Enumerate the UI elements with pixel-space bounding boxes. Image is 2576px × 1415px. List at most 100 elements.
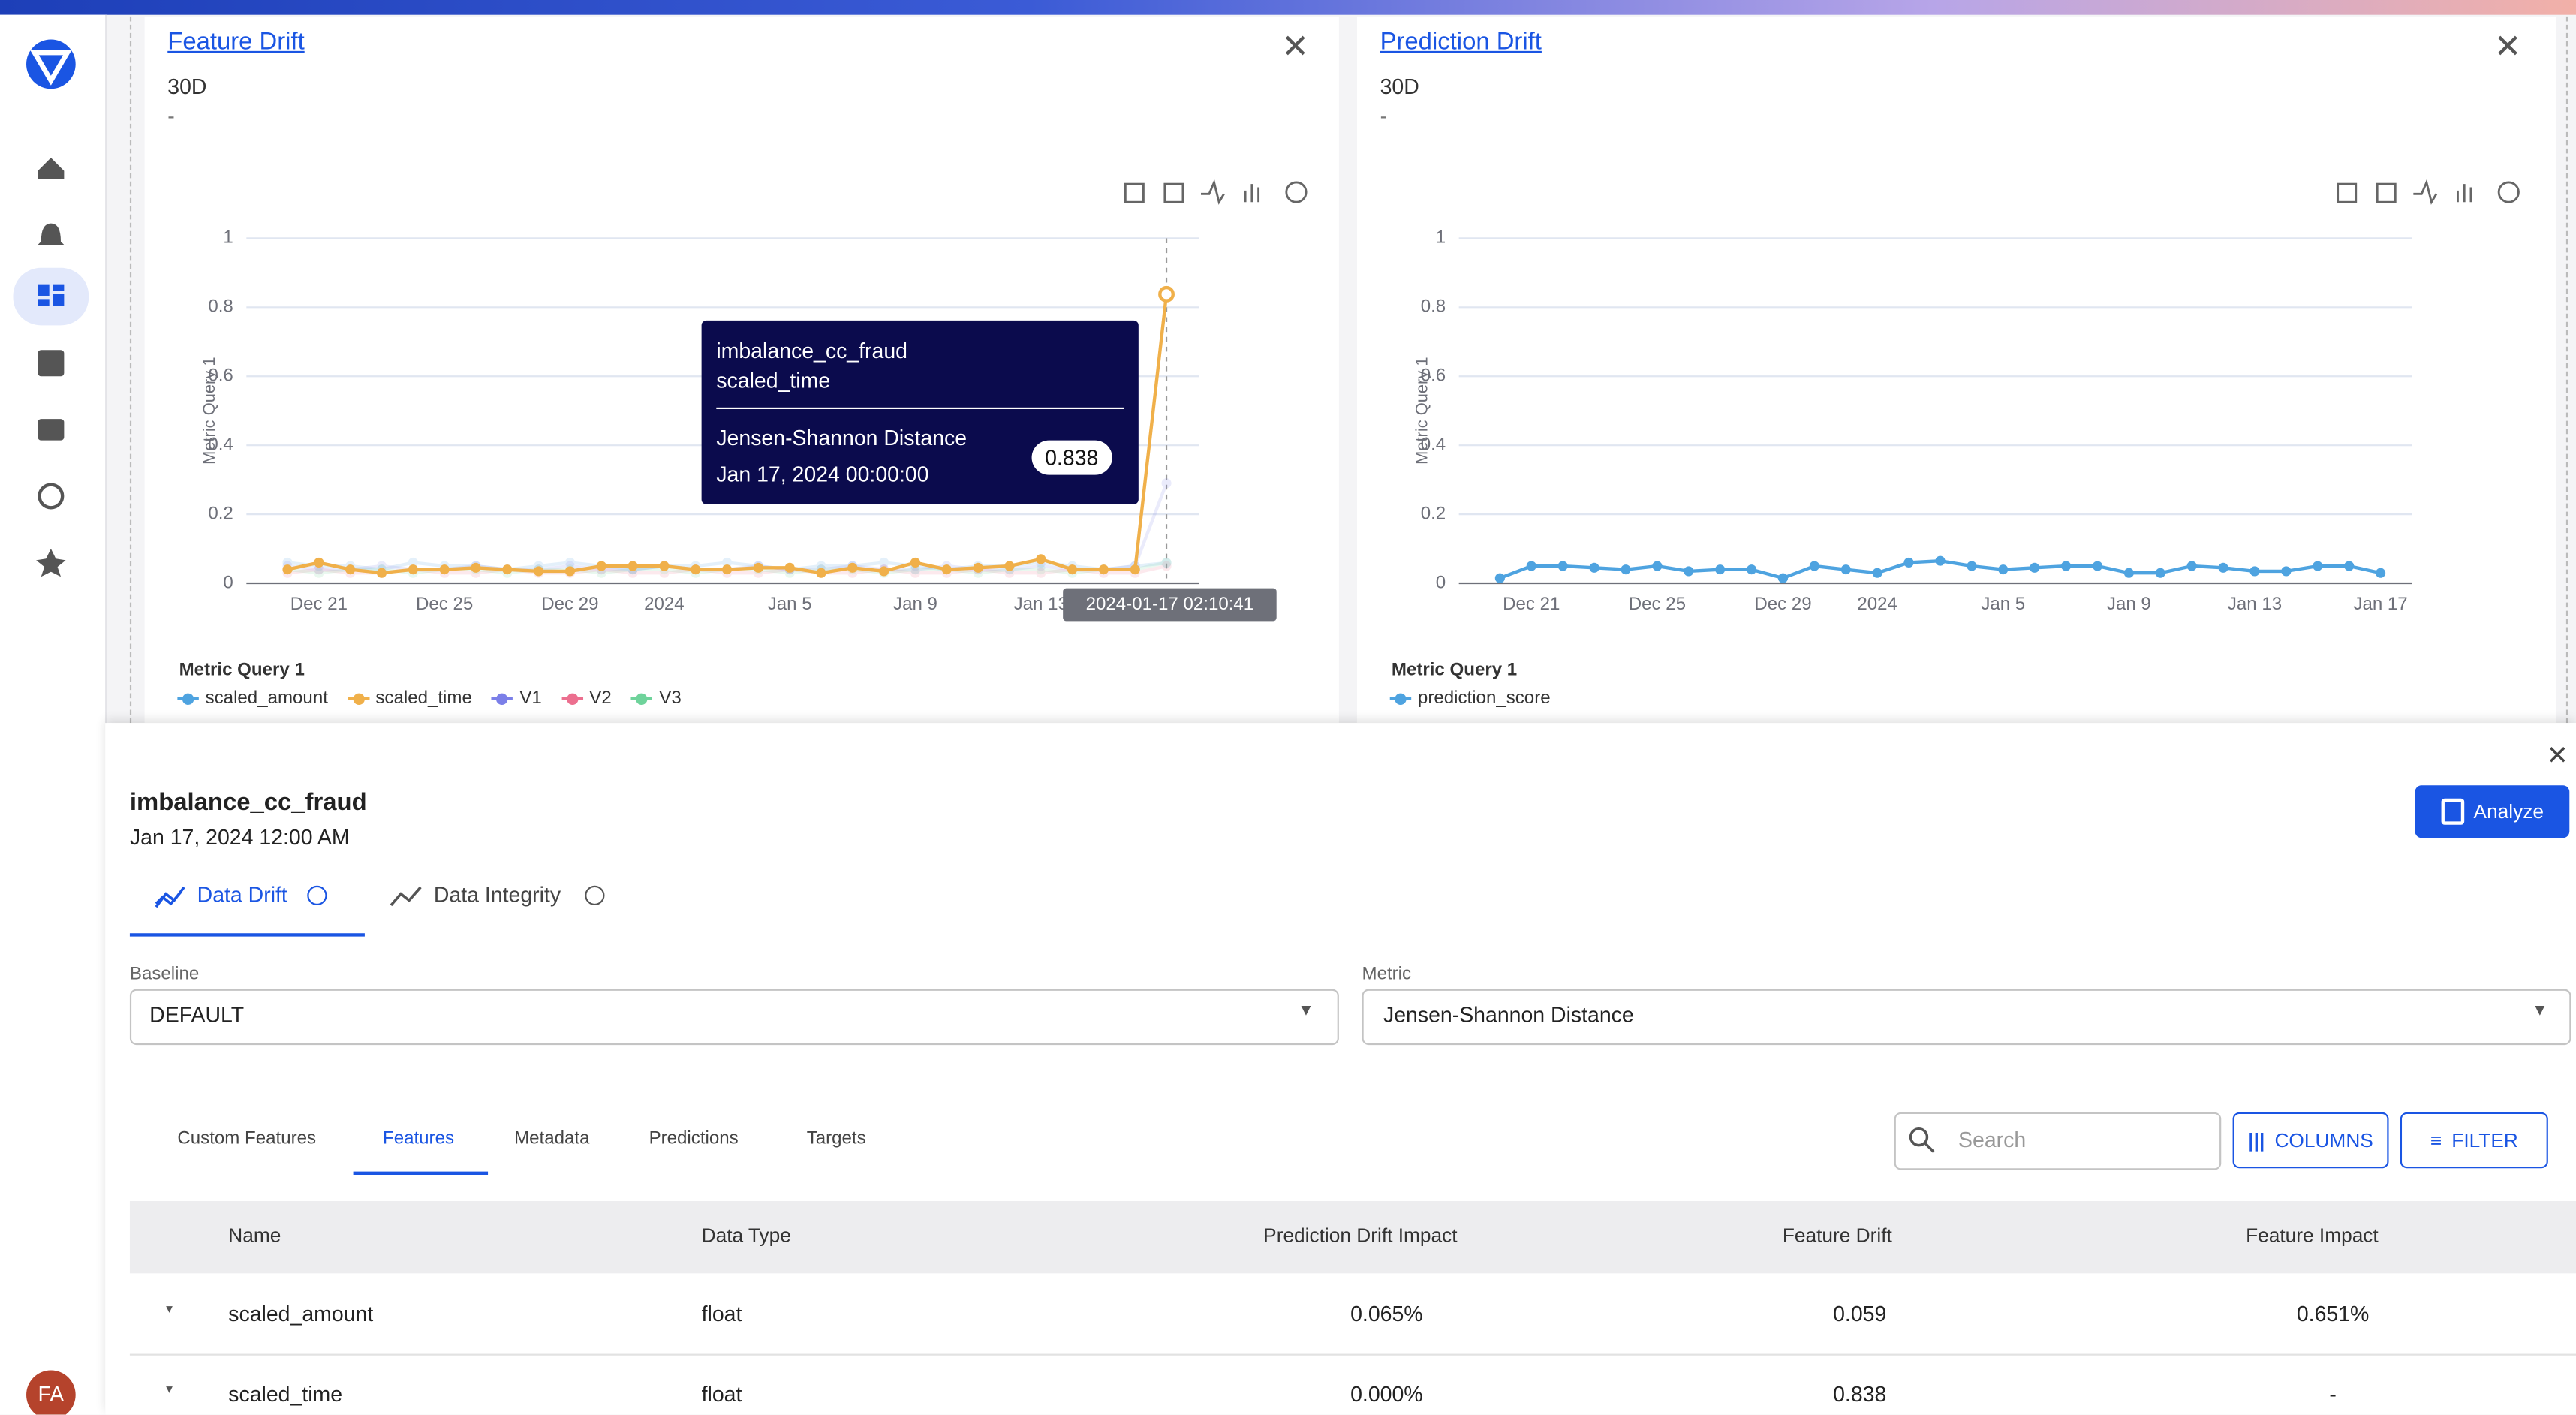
subtab[interactable]: Metadata	[514, 1128, 590, 1149]
chart-subtitle: 30D	[167, 74, 207, 99]
point	[314, 564, 324, 575]
subtab[interactable]: Custom Features	[177, 1128, 317, 1149]
button-label: FILTER	[2451, 1128, 2518, 1152]
row-separator	[129, 1353, 2576, 1356]
point	[1036, 568, 1046, 578]
table-cell: scaled_time	[228, 1381, 343, 1407]
close-button[interactable]: ✕	[2493, 29, 2522, 66]
point	[2249, 566, 2260, 577]
field-label: Metric	[1362, 964, 1412, 985]
metric-select[interactable]	[1362, 989, 2571, 1046]
tab[interactable]: Data Integrity	[433, 882, 561, 908]
analyze-button[interactable]: Analyze	[2415, 785, 2570, 838]
chart-note: -	[1380, 103, 1388, 128]
point	[2281, 566, 2292, 577]
tab-indicator	[129, 933, 365, 937]
chart-subtitle: 30D	[1380, 74, 1419, 99]
table-header	[129, 1201, 2576, 1274]
point	[1004, 561, 1015, 571]
y-axis-label: Metric Query 1	[1412, 357, 1431, 464]
chart-title[interactable]: Prediction Drift	[1380, 28, 1542, 56]
table-cell: 0.059	[1833, 1301, 1887, 1326]
point	[596, 568, 606, 578]
tooltip-series: scaled_time	[716, 368, 831, 393]
x-tick-label: Jan 5	[768, 594, 812, 614]
filter-button[interactable]: ≡ FILTER	[2400, 1112, 2548, 1169]
table-cell: 0.065%	[1350, 1301, 1423, 1326]
columns-button[interactable]: ||| COLUMNS	[2232, 1112, 2389, 1169]
point	[1161, 558, 1172, 568]
point	[2155, 568, 2165, 578]
close-button[interactable]: ✕	[2546, 742, 2568, 771]
y-axis-label: Metric Query 1	[200, 357, 218, 464]
point	[1036, 564, 1046, 575]
legend-title: Metric Query 1	[179, 660, 305, 681]
point	[910, 568, 921, 578]
y-tick-label: 1	[1436, 227, 1446, 248]
point	[314, 568, 324, 578]
x-tick-label: Jan 9	[2107, 594, 2151, 614]
x-tick-label: Jan 9	[893, 594, 937, 614]
point	[659, 568, 670, 578]
point	[1067, 564, 1078, 575]
tab[interactable]: Data Drift	[197, 882, 287, 908]
subtab[interactable]: Features	[382, 1128, 455, 1149]
divider	[2565, 16, 2568, 724]
search-icon	[1909, 1127, 1935, 1153]
axis-pointer-label: 2024-01-17 02:10:41	[1063, 588, 1277, 622]
baseline-select[interactable]	[129, 989, 1339, 1046]
search-box[interactable]	[1894, 1112, 2222, 1170]
point	[314, 557, 324, 568]
legend: prediction_score	[1389, 688, 1551, 708]
expand-arrow: ▾	[166, 1301, 173, 1317]
close-button[interactable]: ✕	[1281, 29, 1309, 66]
y-tick-label: 0	[1436, 572, 1446, 592]
model-name: imbalance_cc_fraud	[129, 788, 367, 817]
x-tick-label: 2024	[644, 594, 685, 614]
avatar[interactable]: FA	[38, 1381, 65, 1407]
legend-item: scaled_time	[348, 688, 472, 708]
point	[1715, 564, 1726, 575]
point	[816, 561, 826, 571]
point	[2030, 562, 2040, 573]
point	[1036, 561, 1046, 571]
search-placeholder: Search	[1958, 1127, 2027, 1152]
sidebar-icons	[13, 39, 89, 1415]
toolbar[interactable]	[1124, 179, 2520, 205]
subtab[interactable]: Predictions	[649, 1128, 739, 1149]
top-bar	[0, 0, 2576, 15]
y-tick-label: 0.8	[208, 297, 233, 317]
tab-icons	[155, 885, 605, 908]
legend-label: scaled_amount	[205, 688, 328, 709]
legend-label: V3	[659, 688, 682, 709]
select-value: DEFAULT	[149, 1002, 245, 1027]
legend-swatch	[348, 692, 369, 704]
subtab[interactable]: Targets	[806, 1128, 866, 1149]
point	[1494, 573, 1505, 583]
y-tick-label: 0.2	[208, 503, 233, 523]
table-cell: 0.838	[1833, 1381, 1887, 1407]
table-cell: 0.651%	[2296, 1301, 2370, 1326]
charts: 0 0.2 0.4 0.6 0.8 1 Metric Query 1 Dec 21 Dec 25…	[200, 179, 2520, 614]
legend-item: V2	[561, 688, 612, 708]
point	[753, 562, 763, 573]
tooltip-separator	[716, 407, 1124, 410]
legend-swatch	[1389, 692, 1412, 704]
y-tick-label: 0	[223, 572, 233, 592]
y-tick-label: 0.2	[1421, 503, 1446, 523]
legend-dot	[352, 692, 365, 704]
point	[721, 564, 733, 575]
divider	[129, 16, 132, 724]
chart-title[interactable]: Feature Drift	[167, 28, 305, 56]
y-tick-label: 0.6	[208, 366, 233, 386]
tooltip: imbalance_cc_fraud scaled_time Jensen-Sh…	[701, 320, 1139, 504]
x-tick-label: 2024	[1857, 594, 1897, 614]
point	[502, 564, 513, 575]
x-tick-label: Dec 21	[290, 594, 348, 614]
point	[2186, 561, 2197, 571]
point	[1777, 573, 1789, 583]
point	[1935, 555, 1946, 566]
point	[1840, 564, 1851, 575]
point	[1903, 557, 1914, 568]
